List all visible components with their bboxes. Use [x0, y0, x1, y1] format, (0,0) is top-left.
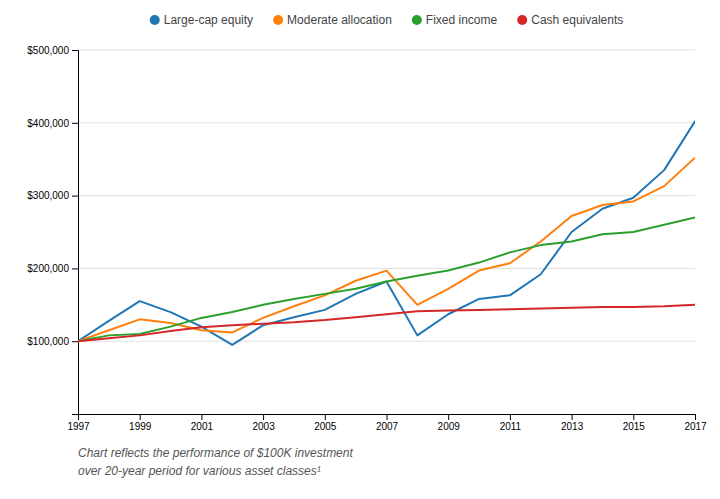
series-line: [78, 305, 695, 341]
x-tick: 1999: [129, 414, 152, 432]
legend-label: Cash equivalents: [531, 13, 623, 27]
y-tick-mark: [72, 123, 78, 124]
x-tick-label: 2009: [438, 421, 461, 432]
grid-line: [78, 195, 695, 196]
y-tick: $400,000: [27, 118, 78, 129]
caption: Chart reflects the performance of $100K …: [78, 446, 353, 460]
captions: Chart reflects the performance of $100K …: [78, 446, 353, 478]
legend-swatch: [273, 15, 283, 25]
x-tick-label: 2005: [314, 421, 337, 432]
y-tick: $300,000: [27, 190, 78, 201]
caption: over 20-year period for various asset cl…: [78, 464, 321, 478]
series-line: [78, 158, 695, 341]
x-axis-line: [79, 415, 696, 421]
series-line: [78, 121, 695, 344]
x-tick: 2015: [623, 414, 646, 432]
grid-line: [78, 50, 695, 51]
y-axis: $100,000 $200,000 $300,000 $400,000 $500,000: [27, 45, 78, 415]
legend-item: Moderate allocation: [273, 13, 392, 27]
grid-line: [78, 122, 695, 123]
grid-line: [78, 268, 695, 269]
legend-label: Fixed income: [426, 13, 498, 27]
y-tick-label: $300,000: [27, 190, 69, 201]
legend-item: Cash equivalents: [517, 13, 623, 27]
y-tick-label: $200,000: [27, 263, 69, 274]
legend-item: Fixed income: [412, 13, 498, 27]
x-axis: 1997 1999 2001 2003 2005 2007 2009 2011 2013 2015…: [67, 414, 707, 432]
x-tick: 2005: [314, 414, 337, 432]
x-tick-label: 2003: [252, 421, 275, 432]
y-axis-line: [72, 51, 79, 415]
x-tick: 2017: [684, 414, 707, 432]
legend-item: Large-cap equity: [150, 13, 253, 27]
grid-line: [78, 341, 695, 342]
y-tick-mark: [72, 268, 78, 269]
x-tick-mark: [695, 414, 696, 420]
y-tick-mark: [72, 196, 78, 197]
x-tick: 2011: [500, 414, 522, 432]
x-tick-label: 2007: [376, 421, 399, 432]
legend-label: Moderate allocation: [287, 13, 392, 27]
legend: Large-cap equity Moderate allocation Fixed…: [150, 13, 624, 27]
x-tick-label: 2015: [623, 421, 646, 432]
x-tick-mark: [140, 414, 141, 420]
x-tick-mark: [633, 414, 634, 420]
x-tick: 1997: [67, 414, 90, 432]
grid: [78, 50, 695, 341]
series-line: [78, 217, 695, 341]
x-tick: 2009: [438, 414, 461, 432]
x-tick: 2003: [252, 414, 275, 432]
y-tick-mark: [72, 341, 78, 342]
x-tick-mark: [263, 414, 264, 420]
x-tick: 2007: [376, 414, 399, 432]
y-tick-label: $500,000: [27, 45, 69, 56]
x-tick-label: 1997: [67, 421, 90, 432]
x-tick: 2013: [561, 414, 584, 432]
y-tick-mark: [72, 50, 78, 51]
plot: 1997 1999 2001 2003 2005 2007 2009 2011 2013 2015…: [27, 45, 707, 432]
chart: 1997 1999 2001 2003 2005 2007 2009 2011 2013 2015…: [0, 0, 720, 499]
y-tick: $100,000: [27, 336, 78, 347]
x-tick-mark: [387, 414, 388, 420]
x-tick-label: 2013: [561, 421, 584, 432]
x-tick-label: 2011: [500, 421, 522, 432]
lines: [78, 121, 695, 344]
legend-swatch: [150, 15, 160, 25]
y-tick-label: $100,000: [27, 336, 69, 347]
x-tick-mark: [201, 414, 202, 420]
y-tick-label: $400,000: [27, 118, 69, 129]
x-tick-mark: [572, 414, 573, 420]
legend-label: Large-cap equity: [164, 13, 253, 27]
x-tick-mark: [325, 414, 326, 420]
y-tick: $200,000: [27, 263, 78, 274]
legend-swatch: [412, 15, 422, 25]
x-tick-label: 2017: [684, 421, 707, 432]
x-tick: 2001: [191, 414, 214, 432]
x-tick-label: 1999: [129, 421, 152, 432]
y-tick: $500,000: [27, 45, 78, 56]
x-tick-mark: [448, 414, 449, 420]
x-tick-label: 2001: [191, 421, 214, 432]
x-tick-mark: [510, 414, 511, 420]
legend-swatch: [517, 15, 527, 25]
